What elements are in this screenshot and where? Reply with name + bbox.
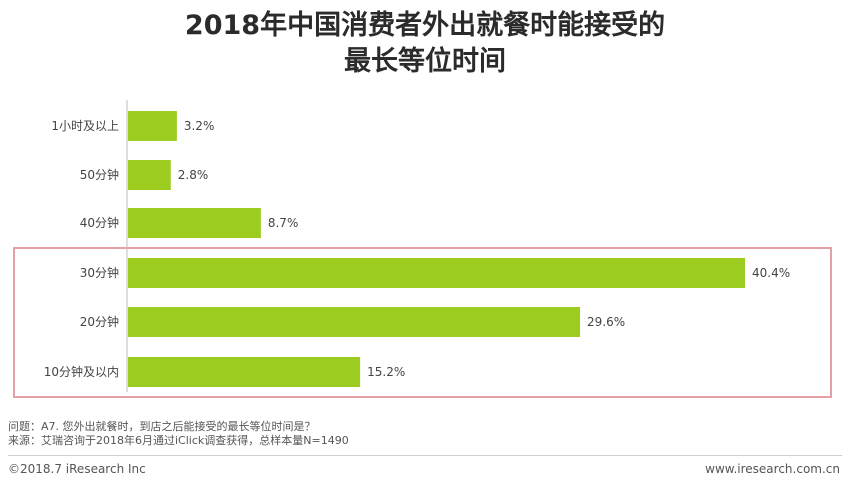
category-label: 30分钟 — [80, 265, 119, 280]
question-note: 问题：A7. 您外出就餐时，到店之后能接受的最长等位时间是？ — [8, 420, 316, 433]
data-label: 40.4% — [752, 266, 790, 280]
source-note: 来源：艾瑞咨询于2018年6月通过iClick调查获得，总样本量N=1490 — [8, 434, 349, 447]
footer-copyright: ©2018.7 iResearch Inc — [8, 462, 146, 476]
chart-notes: 问题：A7. 您外出就餐时，到店之后能接受的最长等位时间是？ 来源：艾瑞咨询于2… — [8, 420, 349, 448]
data-label: 2.8% — [178, 168, 209, 182]
bar — [128, 307, 581, 337]
highlight-box — [13, 247, 832, 398]
bar — [128, 111, 177, 141]
footer-divider — [8, 455, 842, 456]
chart-title-line1: 2018年中国消费者外出就餐时能接受的 — [184, 10, 666, 41]
category-label: 40分钟 — [80, 215, 119, 230]
category-label: 10分钟及以内 — [44, 364, 119, 379]
category-label: 20分钟 — [80, 314, 119, 329]
bar — [128, 208, 261, 238]
data-label: 15.2% — [367, 365, 405, 379]
chart-title-line2: 最长等位时间 — [344, 46, 506, 77]
footer-website[interactable]: www.iresearch.com.cn — [705, 462, 840, 476]
bar — [128, 258, 745, 288]
category-label: 1小时及以上 — [51, 119, 119, 133]
chart-title: 2018年中国消费者外出就餐时能接受的 最长等位时间 — [0, 8, 850, 80]
data-label: 3.2% — [184, 119, 215, 133]
category-label: 50分钟 — [80, 167, 119, 182]
bar — [128, 160, 171, 190]
bar — [128, 357, 361, 387]
data-label: 29.6% — [587, 315, 625, 329]
data-label: 8.7% — [268, 216, 299, 230]
